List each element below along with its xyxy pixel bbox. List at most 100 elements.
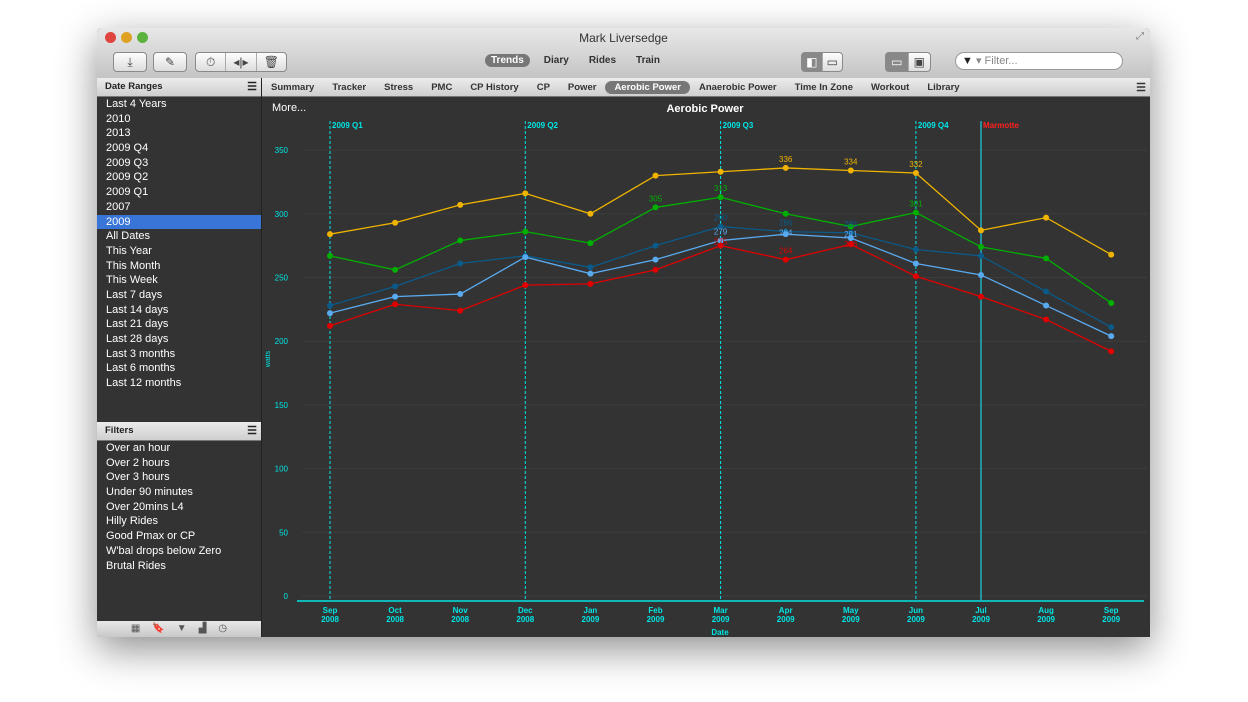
filter-item[interactable]: Over 20mins L4 xyxy=(106,500,184,513)
data-point xyxy=(717,168,724,175)
tab-time-in-zone[interactable]: Time In Zone xyxy=(794,81,853,93)
date-range-item[interactable]: Last 4 Years xyxy=(106,98,167,110)
data-point xyxy=(1108,348,1115,355)
date-range-item[interactable]: 2009 xyxy=(97,214,261,230)
y-tick-label: 0 xyxy=(284,592,289,601)
close-button[interactable] xyxy=(105,32,116,43)
data-point xyxy=(978,227,984,234)
date-range-item[interactable]: This Month xyxy=(106,259,161,272)
minimize-button[interactable] xyxy=(121,32,132,43)
zoom-button[interactable] xyxy=(137,32,148,43)
download-icon[interactable]: ⤓ xyxy=(127,55,133,69)
x-tick-label: Aug 2009 xyxy=(1037,606,1055,624)
view-trends[interactable]: Trends xyxy=(485,54,530,67)
filter-item[interactable]: Over 3 hours xyxy=(106,471,170,484)
filter-item[interactable]: Brutal Rides xyxy=(106,559,166,572)
data-point xyxy=(652,242,659,249)
filter-item[interactable]: Hilly Rides xyxy=(106,515,158,528)
view-rides[interactable]: Rides xyxy=(588,55,617,66)
date-ranges-list: Last 4 Years 2010 2013 2009 Q4 2009 Q3 2009 Q… xyxy=(97,97,261,422)
tab-summary[interactable]: Summary xyxy=(271,81,315,93)
x-tick-label: Sep 2009 xyxy=(1102,606,1120,624)
x-tick-label: May 2009 xyxy=(842,606,860,624)
x-tick-label: Nov 2008 xyxy=(451,606,469,624)
date-range-item[interactable]: Last 7 days xyxy=(106,288,163,301)
gauge-icon[interactable]: ◷ xyxy=(218,623,228,634)
data-point xyxy=(1043,255,1050,262)
tiled-view-icon[interactable]: ▣ xyxy=(913,55,925,69)
data-point xyxy=(587,280,594,287)
tab-library[interactable]: Library xyxy=(927,81,960,93)
filter-item[interactable]: Under 90 minutes xyxy=(106,486,193,499)
filter-item[interactable]: Good Pmax or CP xyxy=(106,530,196,543)
data-point xyxy=(912,170,919,177)
view-diary[interactable]: Diary xyxy=(543,55,569,66)
event-marker-label: Marmotte xyxy=(983,121,1020,130)
tab-power[interactable]: Power xyxy=(567,81,597,93)
chart-tabs: Summary Tracker Stress PMC CP History CP… xyxy=(262,78,1150,97)
date-range-item[interactable]: Last 14 days xyxy=(106,303,169,316)
date-range-item[interactable]: Last 28 days xyxy=(106,333,169,345)
y-axis-label: watts xyxy=(265,350,272,368)
calendar-icon[interactable]: ▦ xyxy=(130,623,141,634)
tab-cp[interactable]: CP xyxy=(536,81,550,93)
filter-item[interactable]: Over 2 hours xyxy=(106,456,170,469)
tab-tracker[interactable]: Tracker xyxy=(332,81,367,93)
chart-icon[interactable]: ▟ xyxy=(198,623,207,634)
data-point xyxy=(392,301,399,308)
tab-pmc[interactable]: PMC xyxy=(431,81,453,93)
date-range-item[interactable]: 2009 Q3 xyxy=(106,156,149,169)
tab-aerobic-power[interactable]: Aerobic Power xyxy=(605,80,690,94)
data-point xyxy=(457,291,464,298)
date-range-item[interactable]: This Week xyxy=(106,274,158,287)
data-point xyxy=(912,260,919,267)
data-point xyxy=(392,293,399,300)
edit-icon[interactable]: ✎ xyxy=(164,55,176,69)
trash-icon[interactable]: 🗑 xyxy=(263,55,279,69)
sidebar-toggle-icon[interactable]: ◧ xyxy=(802,53,823,71)
data-point xyxy=(978,252,984,259)
date-range-item[interactable]: 2009 Q4 xyxy=(106,142,149,155)
stopwatch-icon[interactable]: ⏱ xyxy=(196,53,227,71)
data-point xyxy=(782,231,789,238)
filter-input[interactable]: ▼ ▾ Filter... xyxy=(955,52,1123,70)
date-range-item[interactable]: Last 12 months xyxy=(106,377,182,390)
y-tick-label: 250 xyxy=(275,274,289,283)
event-marker-label: 2009 Q4 xyxy=(918,121,949,130)
data-point xyxy=(522,228,529,235)
bottom-panel-icon[interactable]: ▭ xyxy=(826,55,838,69)
split-icon[interactable]: ◂|▸ xyxy=(226,53,257,71)
tab-anaerobic-power[interactable]: Anaerobic Power xyxy=(698,81,777,93)
tabs-menu-icon[interactable]: ☰ xyxy=(1136,81,1146,94)
tabbed-view-icon[interactable]: ▭ xyxy=(886,53,909,71)
date-range-item[interactable]: Last 3 months xyxy=(106,347,176,360)
date-range-item[interactable]: 2013 xyxy=(106,127,131,140)
filter-item[interactable]: W'bal drops below Zero xyxy=(106,544,222,557)
fullscreen-icon[interactable]: ⤢ xyxy=(1136,31,1144,42)
menu-icon[interactable]: ☰ xyxy=(247,425,257,437)
date-range-item[interactable]: Last 21 days xyxy=(106,318,169,331)
tab-workout[interactable]: Workout xyxy=(871,81,910,93)
filter-icon[interactable]: ▼ xyxy=(176,623,187,634)
data-point xyxy=(652,204,659,211)
date-range-item[interactable]: 2007 xyxy=(106,200,131,213)
date-range-item[interactable]: 2009 Q2 xyxy=(106,171,149,184)
data-point xyxy=(522,190,529,197)
date-range-item[interactable]: This Year xyxy=(106,244,152,257)
view-train[interactable]: Train xyxy=(636,55,660,66)
menu-icon[interactable]: ☰ xyxy=(247,81,257,93)
date-range-item[interactable]: 2010 xyxy=(106,112,131,125)
date-range-item[interactable]: Last 6 months xyxy=(106,362,176,375)
tab-cp-history[interactable]: CP History xyxy=(470,81,519,93)
bookmark-icon[interactable]: 🔖 xyxy=(152,623,165,634)
date-range-item[interactable]: 2009 Q1 xyxy=(106,186,149,199)
y-tick-label: 100 xyxy=(275,465,289,474)
filter-item[interactable]: Over an hour xyxy=(106,442,171,454)
date-range-item[interactable]: All Dates xyxy=(106,230,151,243)
data-point xyxy=(1043,214,1050,221)
data-point xyxy=(912,246,919,253)
data-label: 264 xyxy=(779,247,793,256)
tab-stress[interactable]: Stress xyxy=(384,81,414,93)
more-button[interactable]: More... xyxy=(272,102,307,114)
data-point xyxy=(1108,299,1115,306)
